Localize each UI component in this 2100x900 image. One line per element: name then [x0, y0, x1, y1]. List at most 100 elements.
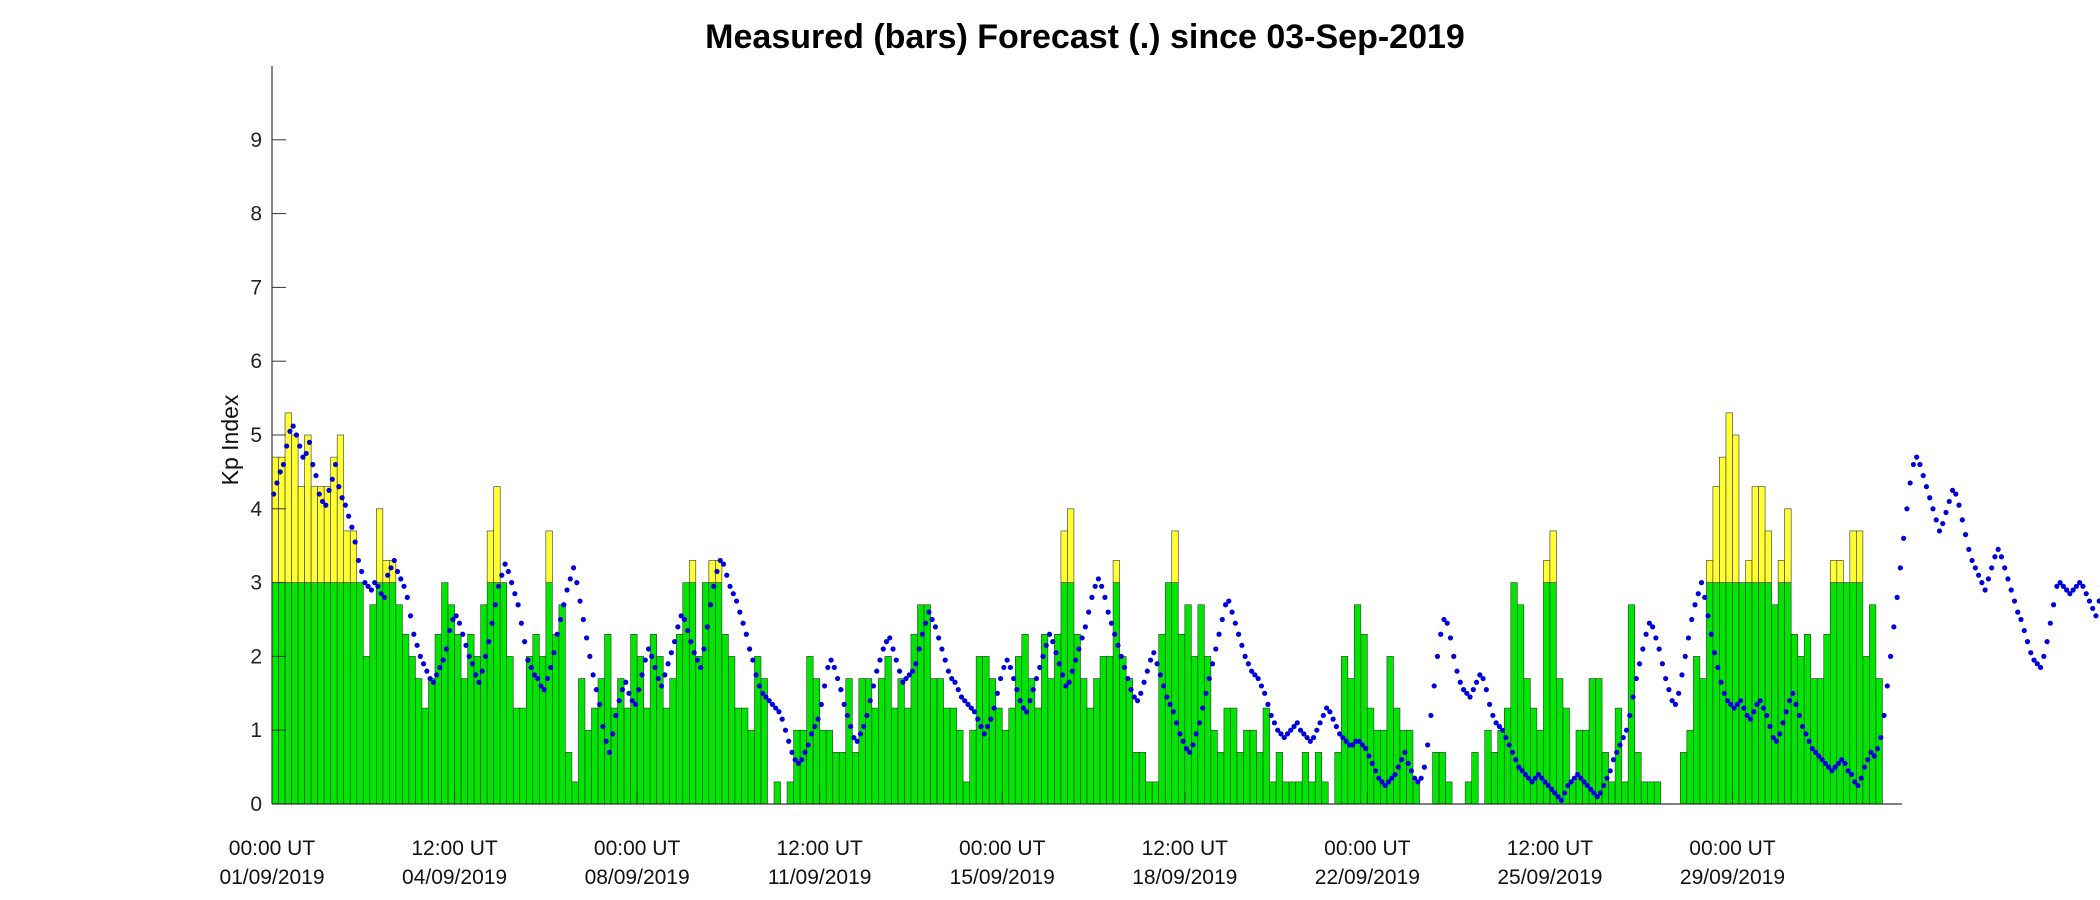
- forecast-point: [1069, 668, 1075, 674]
- forecast-point: [329, 476, 335, 482]
- forecast-point: [580, 616, 586, 623]
- bar-measured: [297, 582, 305, 805]
- forecast-point: [590, 672, 596, 678]
- bar-measured: [1223, 707, 1231, 805]
- forecast-point: [675, 624, 681, 630]
- forecast-point: [1522, 771, 1529, 778]
- forecast-point: [2073, 583, 2080, 589]
- forecast-point: [1920, 472, 1926, 479]
- forecast-point: [1946, 498, 1952, 505]
- bar-measured: [617, 678, 625, 805]
- x-tick-label-time: 12:00 UT: [411, 837, 498, 860]
- forecast-point: [1425, 742, 1431, 748]
- bar-measured: [1556, 678, 1564, 805]
- forecast-point: [1206, 675, 1212, 682]
- forecast-point: [1558, 797, 1564, 803]
- forecast-point: [1392, 771, 1398, 778]
- forecast-point: [893, 657, 899, 663]
- forecast-point: [1972, 565, 1978, 571]
- forecast-point: [1434, 653, 1441, 660]
- forecast-point: [1930, 506, 1936, 512]
- forecast-point: [1095, 576, 1102, 582]
- forecast-point: [717, 557, 723, 564]
- forecast-point: [277, 469, 283, 475]
- forecast-point: [505, 568, 511, 575]
- forecast-point: [1053, 650, 1059, 656]
- forecast-point: [2090, 605, 2096, 612]
- bar-measured-storm: [349, 530, 358, 583]
- forecast-point: [1858, 775, 1864, 781]
- bar-measured-storm: [1725, 412, 1733, 583]
- forecast-point: [1072, 657, 1079, 663]
- forecast-point: [890, 646, 896, 652]
- bar-measured-storm: [1777, 560, 1785, 583]
- forecast-point: [1656, 646, 1662, 652]
- forecast-point: [1584, 782, 1591, 789]
- forecast-point: [1245, 661, 1251, 667]
- forecast-point: [411, 631, 417, 637]
- forecast-point: [1852, 779, 1858, 785]
- bar-measured: [1177, 633, 1186, 805]
- forecast-point: [1953, 491, 1959, 497]
- forecast-point: [1278, 731, 1284, 737]
- forecast-point: [1258, 683, 1265, 689]
- forecast-point: [1500, 727, 1506, 733]
- bar-measured: [1412, 781, 1420, 805]
- forecast-point: [603, 738, 609, 744]
- forecast-point: [926, 609, 932, 615]
- bar-measured: [1869, 604, 1877, 805]
- forecast-point: [988, 716, 994, 722]
- forecast-point: [2005, 576, 2011, 582]
- forecast-point: [2057, 580, 2063, 586]
- forecast-point: [1653, 635, 1659, 641]
- forecast-point: [1705, 613, 1711, 619]
- bar-measured: [1758, 582, 1766, 805]
- x-tick-label-time: 00:00 UT: [1324, 837, 1411, 860]
- forecast-point: [434, 672, 440, 678]
- forecast-point: [1020, 705, 1027, 711]
- bar-measured: [1184, 604, 1192, 805]
- x-tick-label-date: 15/09/2019: [950, 866, 1055, 889]
- forecast-point: [280, 461, 287, 468]
- x-tick-label-time: 00:00 UT: [1689, 837, 1776, 860]
- forecast-point: [1255, 675, 1261, 682]
- forecast-point: [1679, 672, 1685, 678]
- bar-measured: [1008, 707, 1016, 805]
- bar-measured: [532, 633, 540, 805]
- forecast-point: [1317, 720, 1323, 726]
- forecast-point: [2064, 587, 2070, 593]
- forecast-point: [1760, 705, 1767, 711]
- forecast-point: [1949, 487, 1956, 493]
- forecast-point: [1786, 698, 1793, 704]
- forecast-point: [1545, 782, 1551, 789]
- bar-measured: [1380, 729, 1388, 805]
- forecast-point: [857, 731, 864, 737]
- forecast-point: [355, 557, 361, 564]
- forecast-point: [297, 443, 303, 449]
- forecast-point: [649, 653, 655, 660]
- y-tick-label: 6: [250, 350, 262, 373]
- forecast-point: [1076, 646, 1082, 652]
- forecast-point: [1059, 672, 1066, 678]
- bar-measured: [1582, 729, 1590, 805]
- forecast-point: [274, 480, 280, 486]
- forecast-point: [1702, 594, 1708, 600]
- forecast-point: [1402, 749, 1408, 755]
- forecast-point: [1431, 683, 1437, 689]
- bar-measured: [1151, 781, 1160, 805]
- forecast-point: [1144, 668, 1150, 674]
- bar-measured: [773, 781, 781, 805]
- bar-measured: [486, 582, 494, 805]
- forecast-point: [440, 657, 446, 663]
- forecast-point: [332, 461, 339, 468]
- bar-measured-storm: [1112, 560, 1120, 583]
- forecast-point: [795, 760, 802, 767]
- forecast-point: [456, 620, 463, 626]
- forecast-point: [1170, 709, 1176, 715]
- forecast-point: [1630, 694, 1636, 700]
- forecast-point: [1421, 764, 1428, 770]
- forecast-point: [437, 664, 443, 671]
- forecast-point: [1102, 594, 1108, 600]
- bar-measured: [1745, 582, 1753, 805]
- forecast-point: [1933, 517, 1939, 523]
